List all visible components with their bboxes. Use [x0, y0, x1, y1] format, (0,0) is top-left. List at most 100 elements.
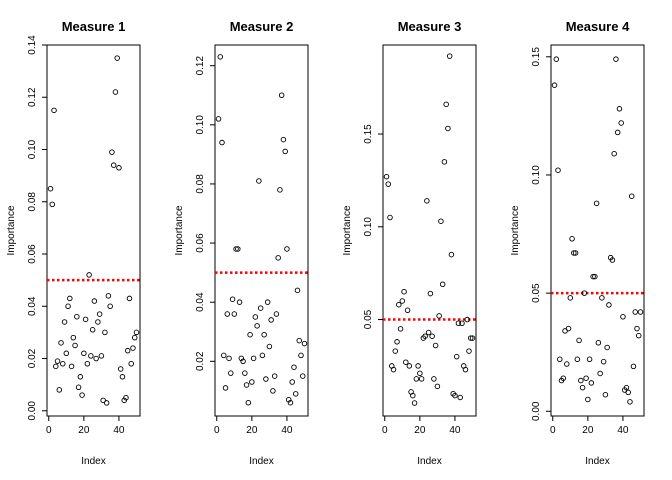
x-axis-label: Index: [585, 456, 609, 467]
data-point: [600, 358, 607, 365]
data-point: [240, 358, 246, 365]
data-point: [86, 272, 92, 278]
y-tick-label: 0.05: [363, 309, 374, 329]
data-point: [597, 370, 603, 377]
data-point: [466, 348, 472, 354]
panel-1: Measure 1 0 20 40 Index 0.00 0.02 0.04 0.06 0.08 0…: [6, 19, 141, 467]
data-point: [287, 399, 294, 406]
data-point: [403, 359, 409, 365]
data-point: [82, 316, 89, 323]
data-point: [415, 363, 421, 369]
data-point: [604, 344, 610, 351]
data-point: [555, 167, 561, 173]
data-point: [130, 345, 136, 351]
data-point: [410, 392, 416, 399]
panel-title: Measure 3: [398, 19, 462, 34]
plot-frame: [46, 44, 141, 417]
data-point: [590, 273, 596, 280]
data-point: [599, 295, 605, 301]
y-tick-label: 0.12: [195, 56, 206, 76]
y-tick-label: 0.15: [531, 47, 542, 67]
y-tick-label: 0.02: [195, 351, 206, 371]
data-point: [285, 396, 292, 403]
data-point: [252, 314, 259, 320]
data-point: [98, 353, 105, 359]
data-point: [54, 358, 61, 364]
y-tick-label: 0.08: [195, 174, 206, 194]
y-tick-label: 0.10: [27, 139, 38, 159]
data-point: [102, 329, 108, 336]
data-point: [446, 53, 453, 59]
data-point: [238, 355, 245, 362]
x-tick-label: 0: [382, 425, 388, 436]
data-point: [399, 298, 406, 304]
data-point: [117, 366, 124, 372]
data-point: [417, 370, 423, 377]
data-point: [434, 383, 441, 390]
data-point: [243, 382, 250, 388]
data-point: [123, 394, 129, 401]
data-point: [292, 391, 299, 397]
data-point: [637, 309, 644, 315]
x-tick-label: 0: [214, 425, 220, 436]
data-point: [299, 373, 306, 379]
data-point: [266, 343, 273, 350]
data-point: [581, 290, 588, 296]
data-point: [263, 376, 269, 382]
data-point: [75, 384, 82, 391]
data-point: [602, 391, 609, 398]
data-point: [452, 392, 458, 399]
data-point: [51, 107, 57, 114]
data-point: [620, 314, 626, 320]
data-point: [61, 319, 68, 325]
data-point: [217, 54, 224, 60]
data-point: [282, 148, 288, 155]
y-tick-label: 0.15: [363, 124, 374, 144]
data-point: [250, 355, 257, 362]
data-point: [273, 311, 280, 317]
y-tick-label: 0.06: [27, 244, 38, 264]
data-point: [264, 299, 271, 305]
data-point: [116, 165, 122, 171]
data-point: [100, 397, 106, 404]
x-tick-label: 0: [550, 425, 556, 436]
y-tick-label: 0.00: [531, 401, 542, 421]
data-point: [77, 374, 84, 380]
x-tick-label: 40: [449, 425, 461, 436]
data-point: [114, 55, 120, 61]
y-axis-label: Importance: [174, 205, 185, 255]
y-tick-label: 0.08: [27, 192, 38, 212]
data-point: [109, 149, 115, 155]
x-axis-label: Index: [249, 456, 273, 467]
data-point: [635, 332, 642, 339]
data-point: [564, 361, 570, 367]
data-point: [588, 380, 595, 386]
data-point: [53, 363, 59, 370]
data-point: [257, 305, 264, 311]
data-point: [56, 387, 63, 393]
panel-2: Measure 2 0 20 40 Index 0.02 0.04 0.06 0.08 0.10 0…: [174, 19, 309, 467]
data-point: [301, 340, 308, 347]
x-axis-label: Index: [417, 456, 441, 467]
data-point: [397, 326, 404, 332]
data-point: [88, 353, 94, 359]
data-point: [215, 116, 222, 122]
data-point: [455, 320, 462, 327]
data-point: [394, 339, 400, 345]
data-point: [401, 288, 407, 295]
data-point: [459, 320, 465, 327]
x-tick-label: 20: [78, 425, 90, 436]
data-point: [585, 396, 591, 403]
data-point: [49, 201, 56, 208]
y-axis-label: Importance: [510, 205, 521, 255]
data-point: [551, 82, 558, 88]
data-point: [565, 325, 572, 332]
panel-title: Measure 4: [566, 19, 630, 34]
data-point: [592, 273, 598, 280]
data-point: [616, 106, 623, 112]
y-tick-label: 0.00: [27, 401, 38, 421]
y-tick-label: 0.14: [27, 35, 38, 55]
data-point: [294, 287, 301, 294]
data-point: [457, 394, 463, 401]
